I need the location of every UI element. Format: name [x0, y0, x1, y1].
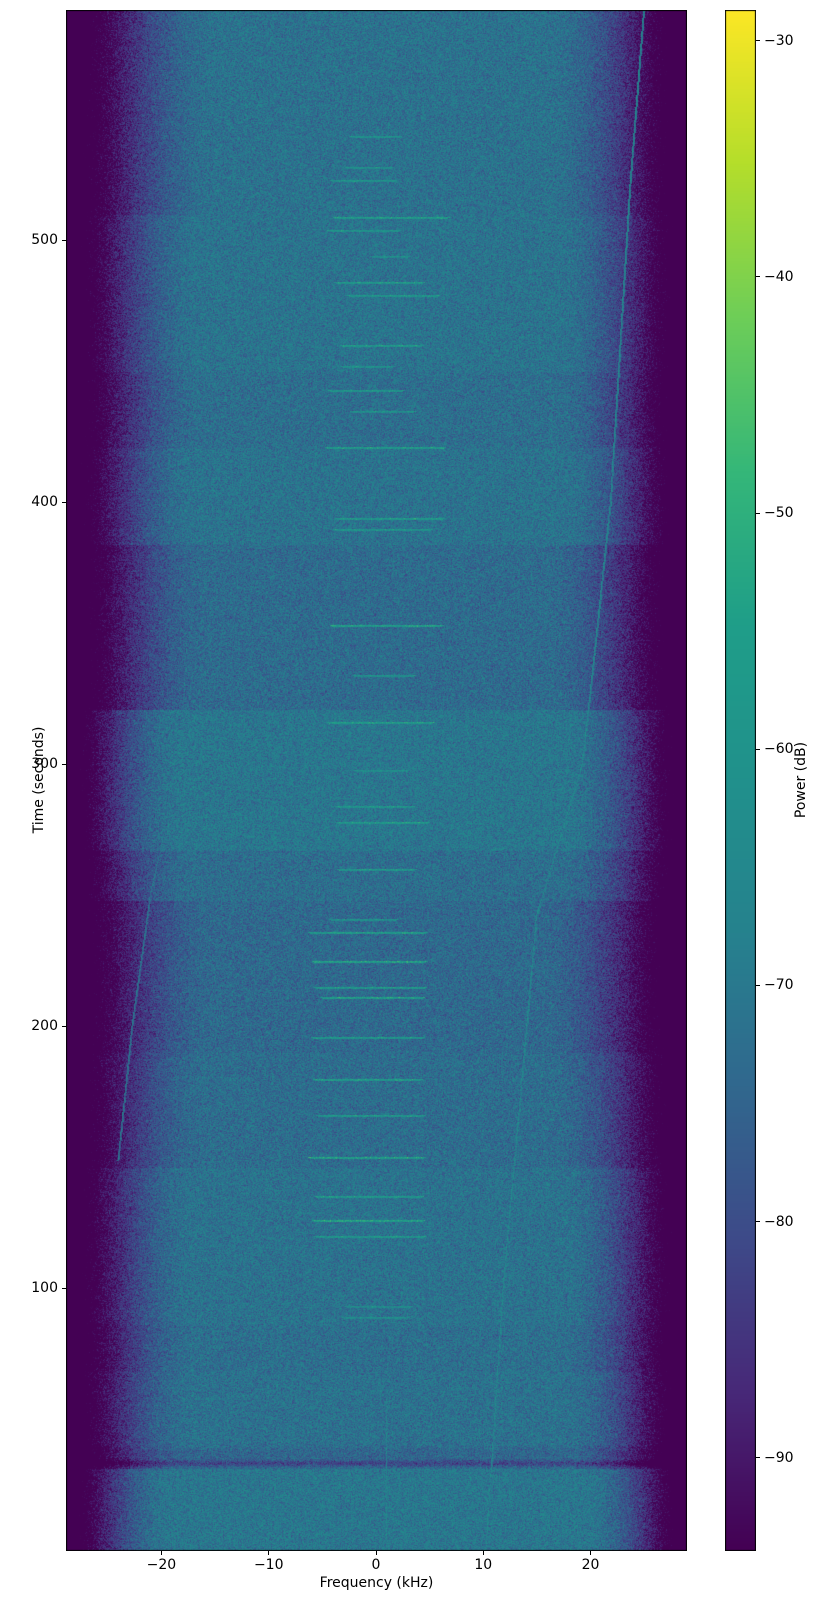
- y-tick-label: 200: [31, 1018, 58, 1035]
- y-tick-label: 100: [31, 1280, 58, 1297]
- x-tick-label: −10: [253, 1557, 284, 1573]
- colorbar-tick-mark: [756, 748, 760, 750]
- y-tick-label: 300: [31, 756, 58, 773]
- spectrogram-heatmap: [66, 10, 687, 1551]
- y-tick-label: 400: [31, 494, 58, 511]
- colorbar-tick-mark: [756, 1457, 760, 1459]
- x-tick-mark: [482, 1551, 484, 1555]
- x-tick-label: 10: [474, 1557, 493, 1573]
- y-tick-mark: [62, 501, 66, 503]
- x-tick-mark: [268, 1551, 270, 1555]
- x-tick-mark: [590, 1551, 592, 1555]
- colorbar-tick-label: −80: [764, 1213, 794, 1230]
- y-tick-mark: [62, 239, 66, 241]
- y-tick-mark: [62, 1287, 66, 1289]
- x-tick-label: −20: [146, 1557, 177, 1573]
- colorbar-tick-mark: [756, 984, 760, 986]
- colorbar-tick-label: −60: [764, 741, 794, 758]
- x-tick-mark: [375, 1551, 377, 1555]
- y-tick-label: 500: [31, 232, 58, 249]
- colorbar-tick-label: −90: [764, 1449, 794, 1466]
- colorbar-tick-label: −70: [764, 977, 794, 994]
- x-tick-label: 20: [581, 1557, 600, 1573]
- x-tick-label: 0: [371, 1557, 381, 1573]
- x-tick-mark: [160, 1551, 162, 1555]
- colorbar-tick-label: −30: [764, 32, 794, 49]
- colorbar-tick-mark: [756, 1221, 760, 1223]
- colorbar-tick-mark: [756, 276, 760, 278]
- colorbar-tick-label: −50: [764, 505, 794, 522]
- y-tick-mark: [62, 763, 66, 765]
- y-axis-label: Time (seconds): [31, 726, 47, 834]
- colorbar-tick-label: −40: [764, 268, 794, 285]
- colorbar: [725, 10, 756, 1551]
- x-axis-label: Frequency (kHz): [319, 1575, 434, 1591]
- colorbar-tick-mark: [756, 40, 760, 42]
- colorbar-label: Power (dB): [793, 741, 809, 819]
- y-tick-mark: [62, 1025, 66, 1027]
- colorbar-tick-mark: [756, 512, 760, 514]
